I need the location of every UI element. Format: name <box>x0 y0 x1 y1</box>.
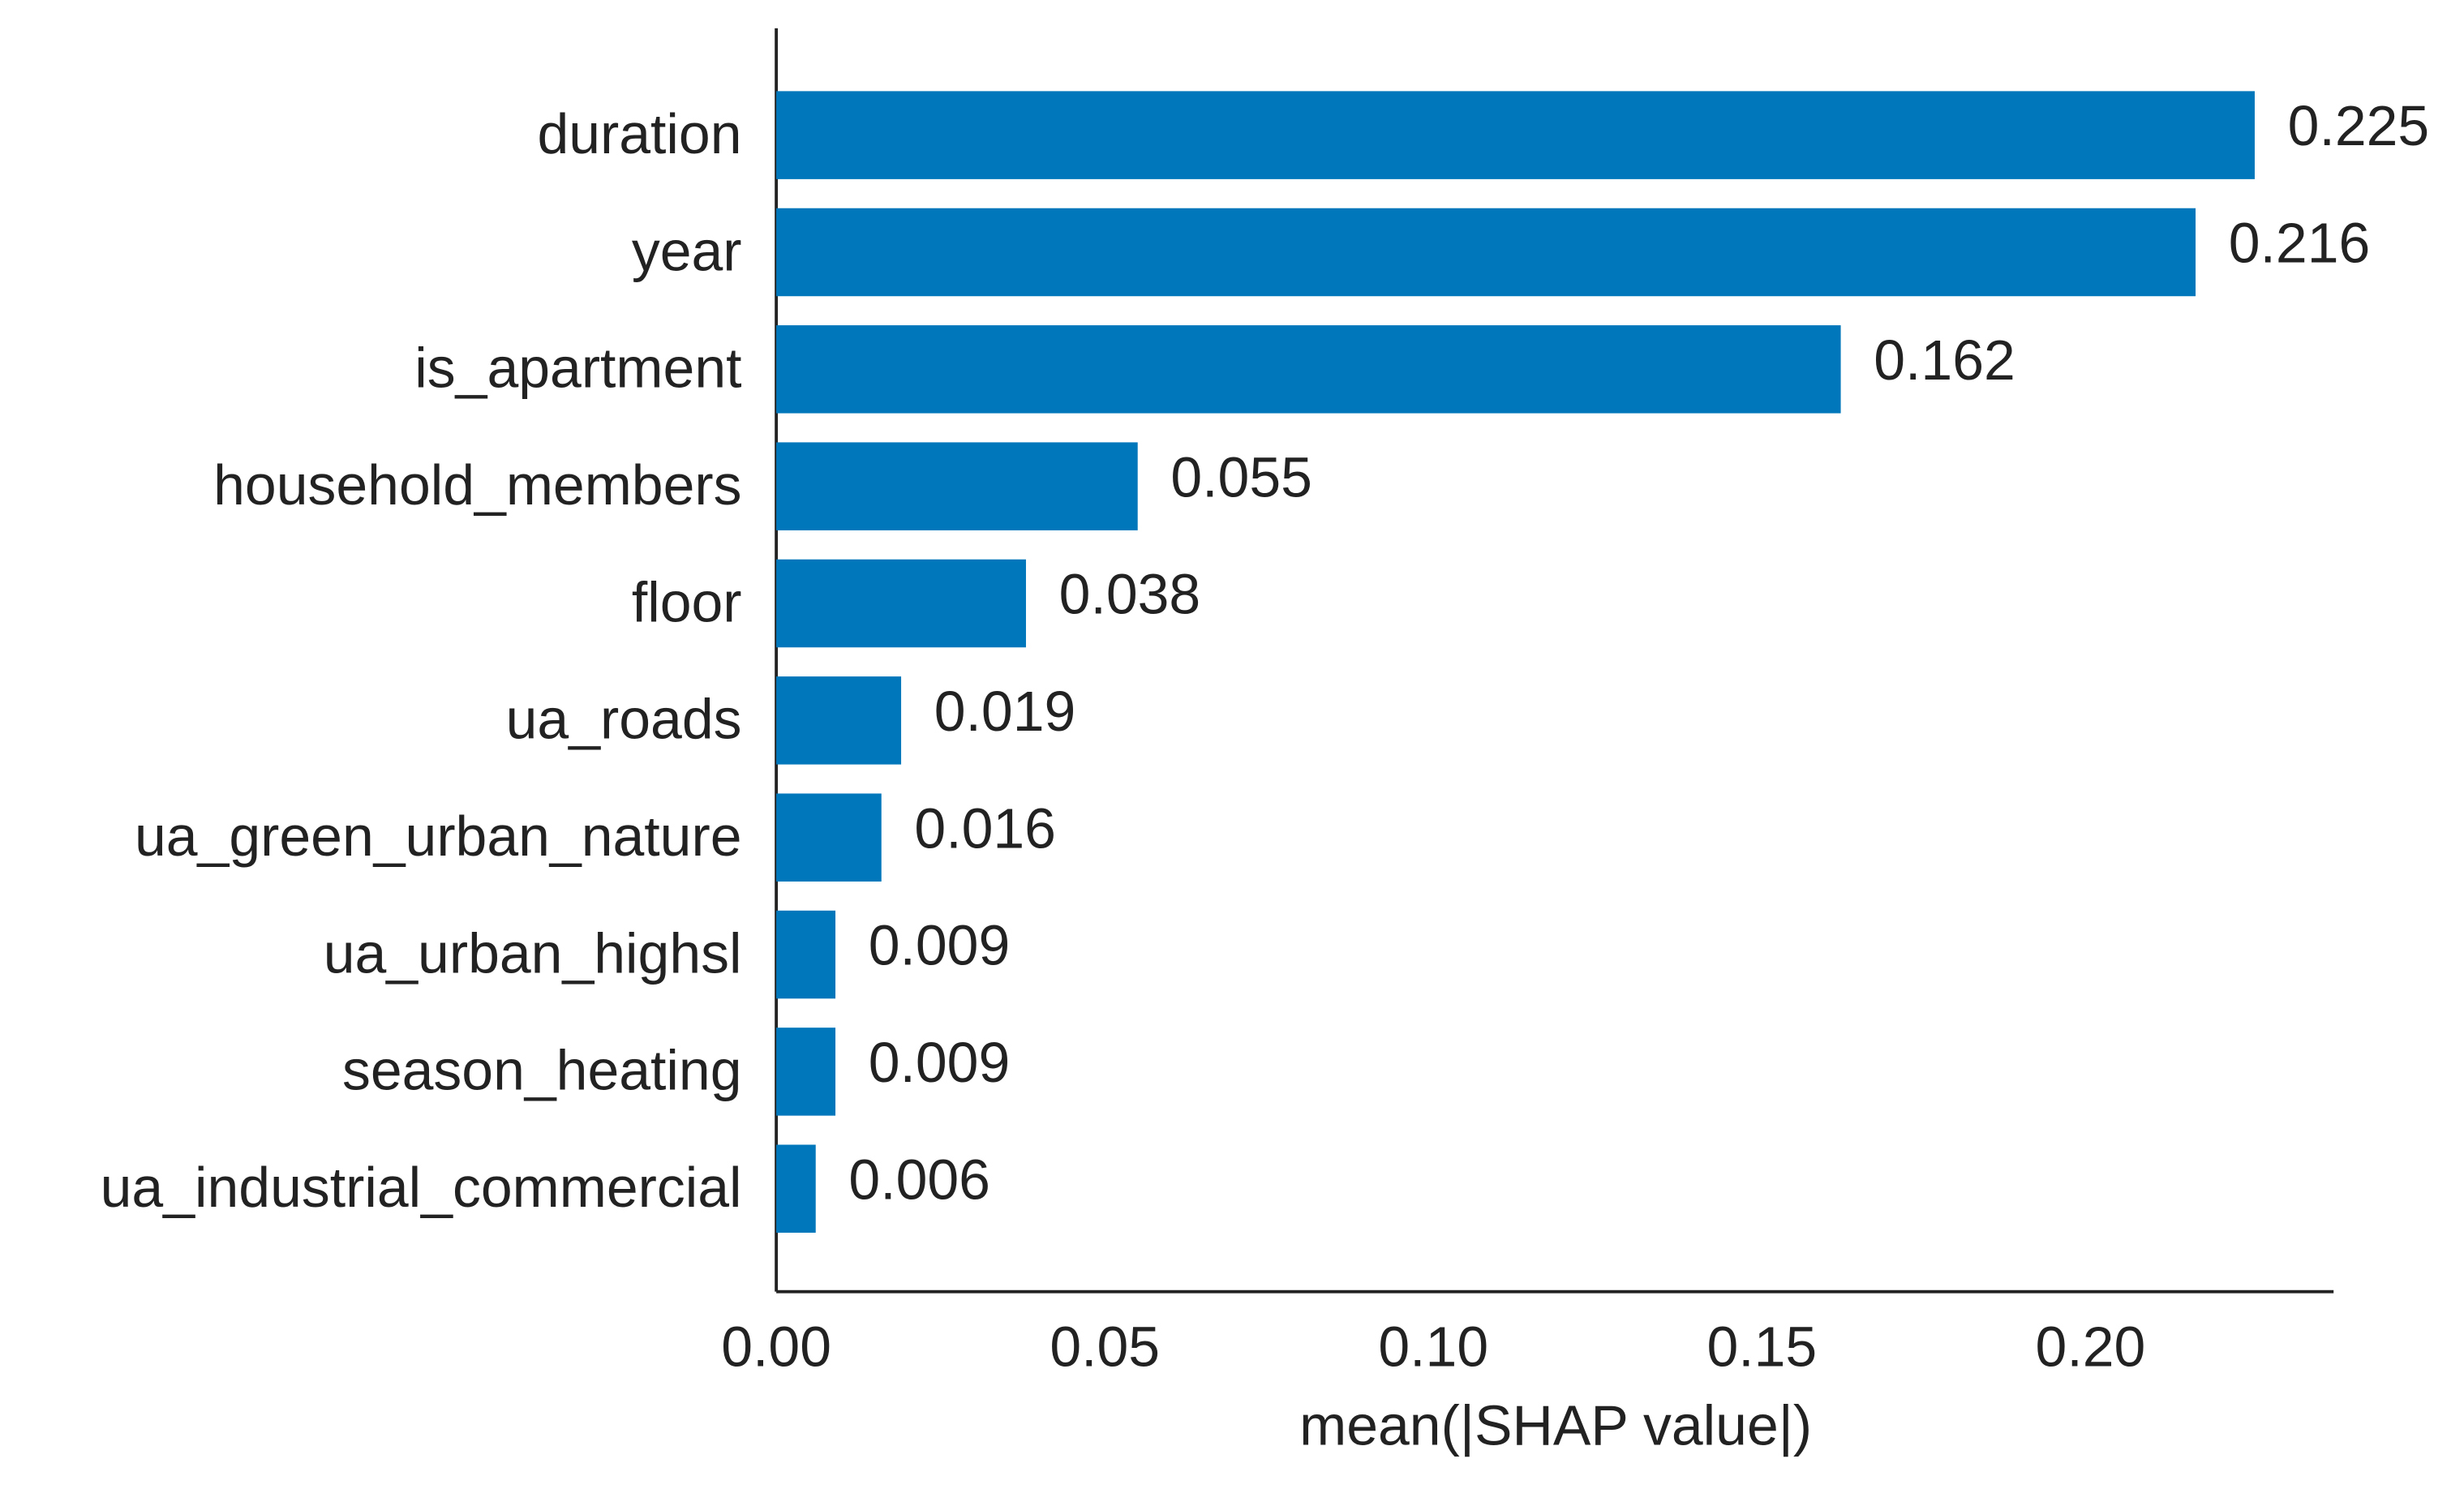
value-label: 0.162 <box>1874 328 2015 392</box>
y-tick-label: season_heating <box>342 1039 742 1102</box>
bar <box>776 208 2196 297</box>
value-label: 0.016 <box>914 796 1056 860</box>
x-tick-label: 0.00 <box>721 1315 831 1379</box>
value-label: 0.009 <box>869 914 1011 977</box>
y-tick-label: floor <box>632 570 742 633</box>
bar <box>776 793 882 882</box>
value-label: 0.006 <box>848 1148 990 1211</box>
bar <box>776 442 1138 530</box>
value-label: 0.216 <box>2229 212 2371 275</box>
x-tick-label: 0.10 <box>1378 1315 1488 1379</box>
y-tick-label: is_apartment <box>414 337 741 400</box>
y-tick-label: ua_urban_highsl <box>324 921 742 985</box>
x-axis-label: mean(|SHAP value|) <box>1299 1394 1812 1457</box>
y-tick-label: duration <box>537 102 741 165</box>
bar <box>776 91 2255 179</box>
bar <box>776 910 836 999</box>
y-tick-label: ua_green_urban_nature <box>135 805 742 868</box>
value-label: 0.019 <box>934 680 1076 743</box>
y-tick-label: year <box>632 219 742 282</box>
value-label: 0.225 <box>2288 94 2430 157</box>
bar <box>776 1144 816 1233</box>
bar <box>776 325 1841 414</box>
y-tick-label: ua_roads <box>506 688 742 751</box>
x-tick-label: 0.20 <box>2036 1315 2146 1379</box>
x-tick-label: 0.05 <box>1050 1315 1160 1379</box>
value-label: 0.038 <box>1059 563 1201 626</box>
bar <box>776 676 902 765</box>
bar <box>776 559 1026 648</box>
value-label: 0.009 <box>869 1031 1011 1094</box>
x-tick-label: 0.15 <box>1706 1315 1817 1379</box>
y-tick-label: household_members <box>213 453 741 517</box>
y-tick-label: ua_industrial_commercial <box>101 1156 742 1219</box>
value-label: 0.055 <box>1170 445 1312 508</box>
bar <box>776 1028 836 1116</box>
